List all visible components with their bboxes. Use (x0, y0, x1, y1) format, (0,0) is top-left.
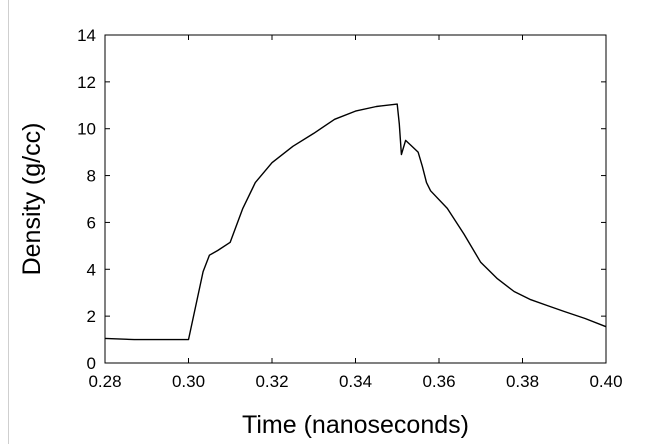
y-tick-label: 10 (77, 120, 96, 139)
x-axis-ticks: 0.28 0.30 0.32 0.34 0.36 0.38 0.40 (88, 35, 623, 391)
x-tick-label: 0.36 (422, 372, 455, 391)
x-tick-label: 0.30 (172, 372, 205, 391)
y-tick-label: 0 (87, 354, 96, 373)
y-tick-label: 2 (87, 307, 96, 326)
x-tick-label: 0.40 (589, 372, 622, 391)
x-tick-label: 0.34 (339, 372, 372, 391)
y-axis-title: Density (g/cc) (18, 123, 46, 276)
plot-area-frame (104, 34, 607, 364)
x-tick-label: 0.28 (88, 372, 121, 391)
x-axis-title: Time (nanoseconds) (242, 411, 469, 439)
y-axis-ticks: 0 2 4 6 8 10 12 14 (77, 26, 606, 373)
left-border-rule (8, 0, 9, 444)
y-tick-label: 8 (87, 167, 96, 186)
x-tick-label: 0.32 (255, 372, 288, 391)
density-series-line (104, 103, 607, 341)
y-tick-label: 6 (87, 213, 96, 232)
y-tick-label: 14 (77, 26, 96, 45)
y-tick-label: 12 (77, 73, 96, 92)
x-tick-label: 0.38 (506, 372, 539, 391)
series-layer (104, 103, 607, 341)
y-tick-label: 4 (87, 260, 96, 279)
